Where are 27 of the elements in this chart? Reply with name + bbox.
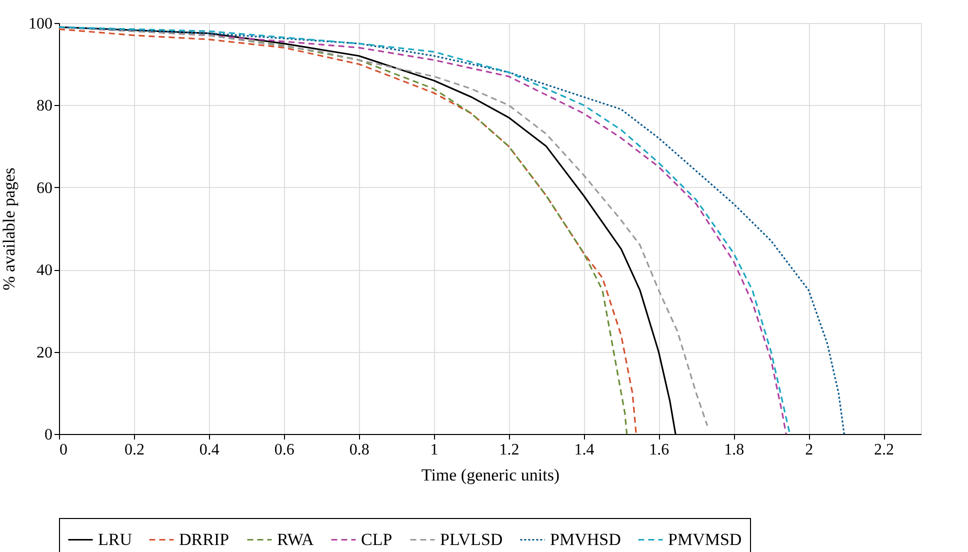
- x-tick-label: 1: [430, 442, 438, 458]
- x-tick-label: 1.8: [724, 442, 744, 458]
- legend-label: PMVHSD: [550, 530, 621, 549]
- y-axis-title: % available pages: [0, 168, 18, 290]
- y-tick-label: 0: [44, 426, 52, 444]
- x-tick-label: 0.8: [349, 442, 370, 458]
- x-axis-title: Time (generic units): [421, 466, 560, 484]
- y-tick-label: 20: [36, 344, 52, 362]
- y-tick-label: 40: [36, 262, 52, 280]
- x-tick-label: 1.4: [574, 442, 594, 458]
- x-tick-label: 2: [805, 442, 814, 458]
- x-tick-label: 1.2: [499, 442, 520, 458]
- x-tick-label: 1.6: [649, 442, 670, 458]
- legend-label: CLP: [361, 530, 392, 549]
- legend-label: DRRIP: [179, 530, 230, 549]
- y-tick-label: 100: [28, 16, 52, 32]
- legend-label: LRU: [98, 530, 132, 549]
- x-tick-label: 0.4: [199, 442, 220, 458]
- x-tick-label: 0: [60, 442, 68, 458]
- x-tick-label: 0.2: [124, 442, 144, 458]
- legend-label: RWA: [277, 530, 315, 549]
- x-tick-label: 2.2: [874, 442, 894, 458]
- x-tick-label: 0.6: [274, 442, 294, 458]
- legend-label: PMVMSD: [668, 530, 742, 549]
- legend-label: PLVLSD: [440, 530, 503, 549]
- y-tick-label: 80: [36, 98, 52, 115]
- y-tick-label: 60: [36, 180, 52, 197]
